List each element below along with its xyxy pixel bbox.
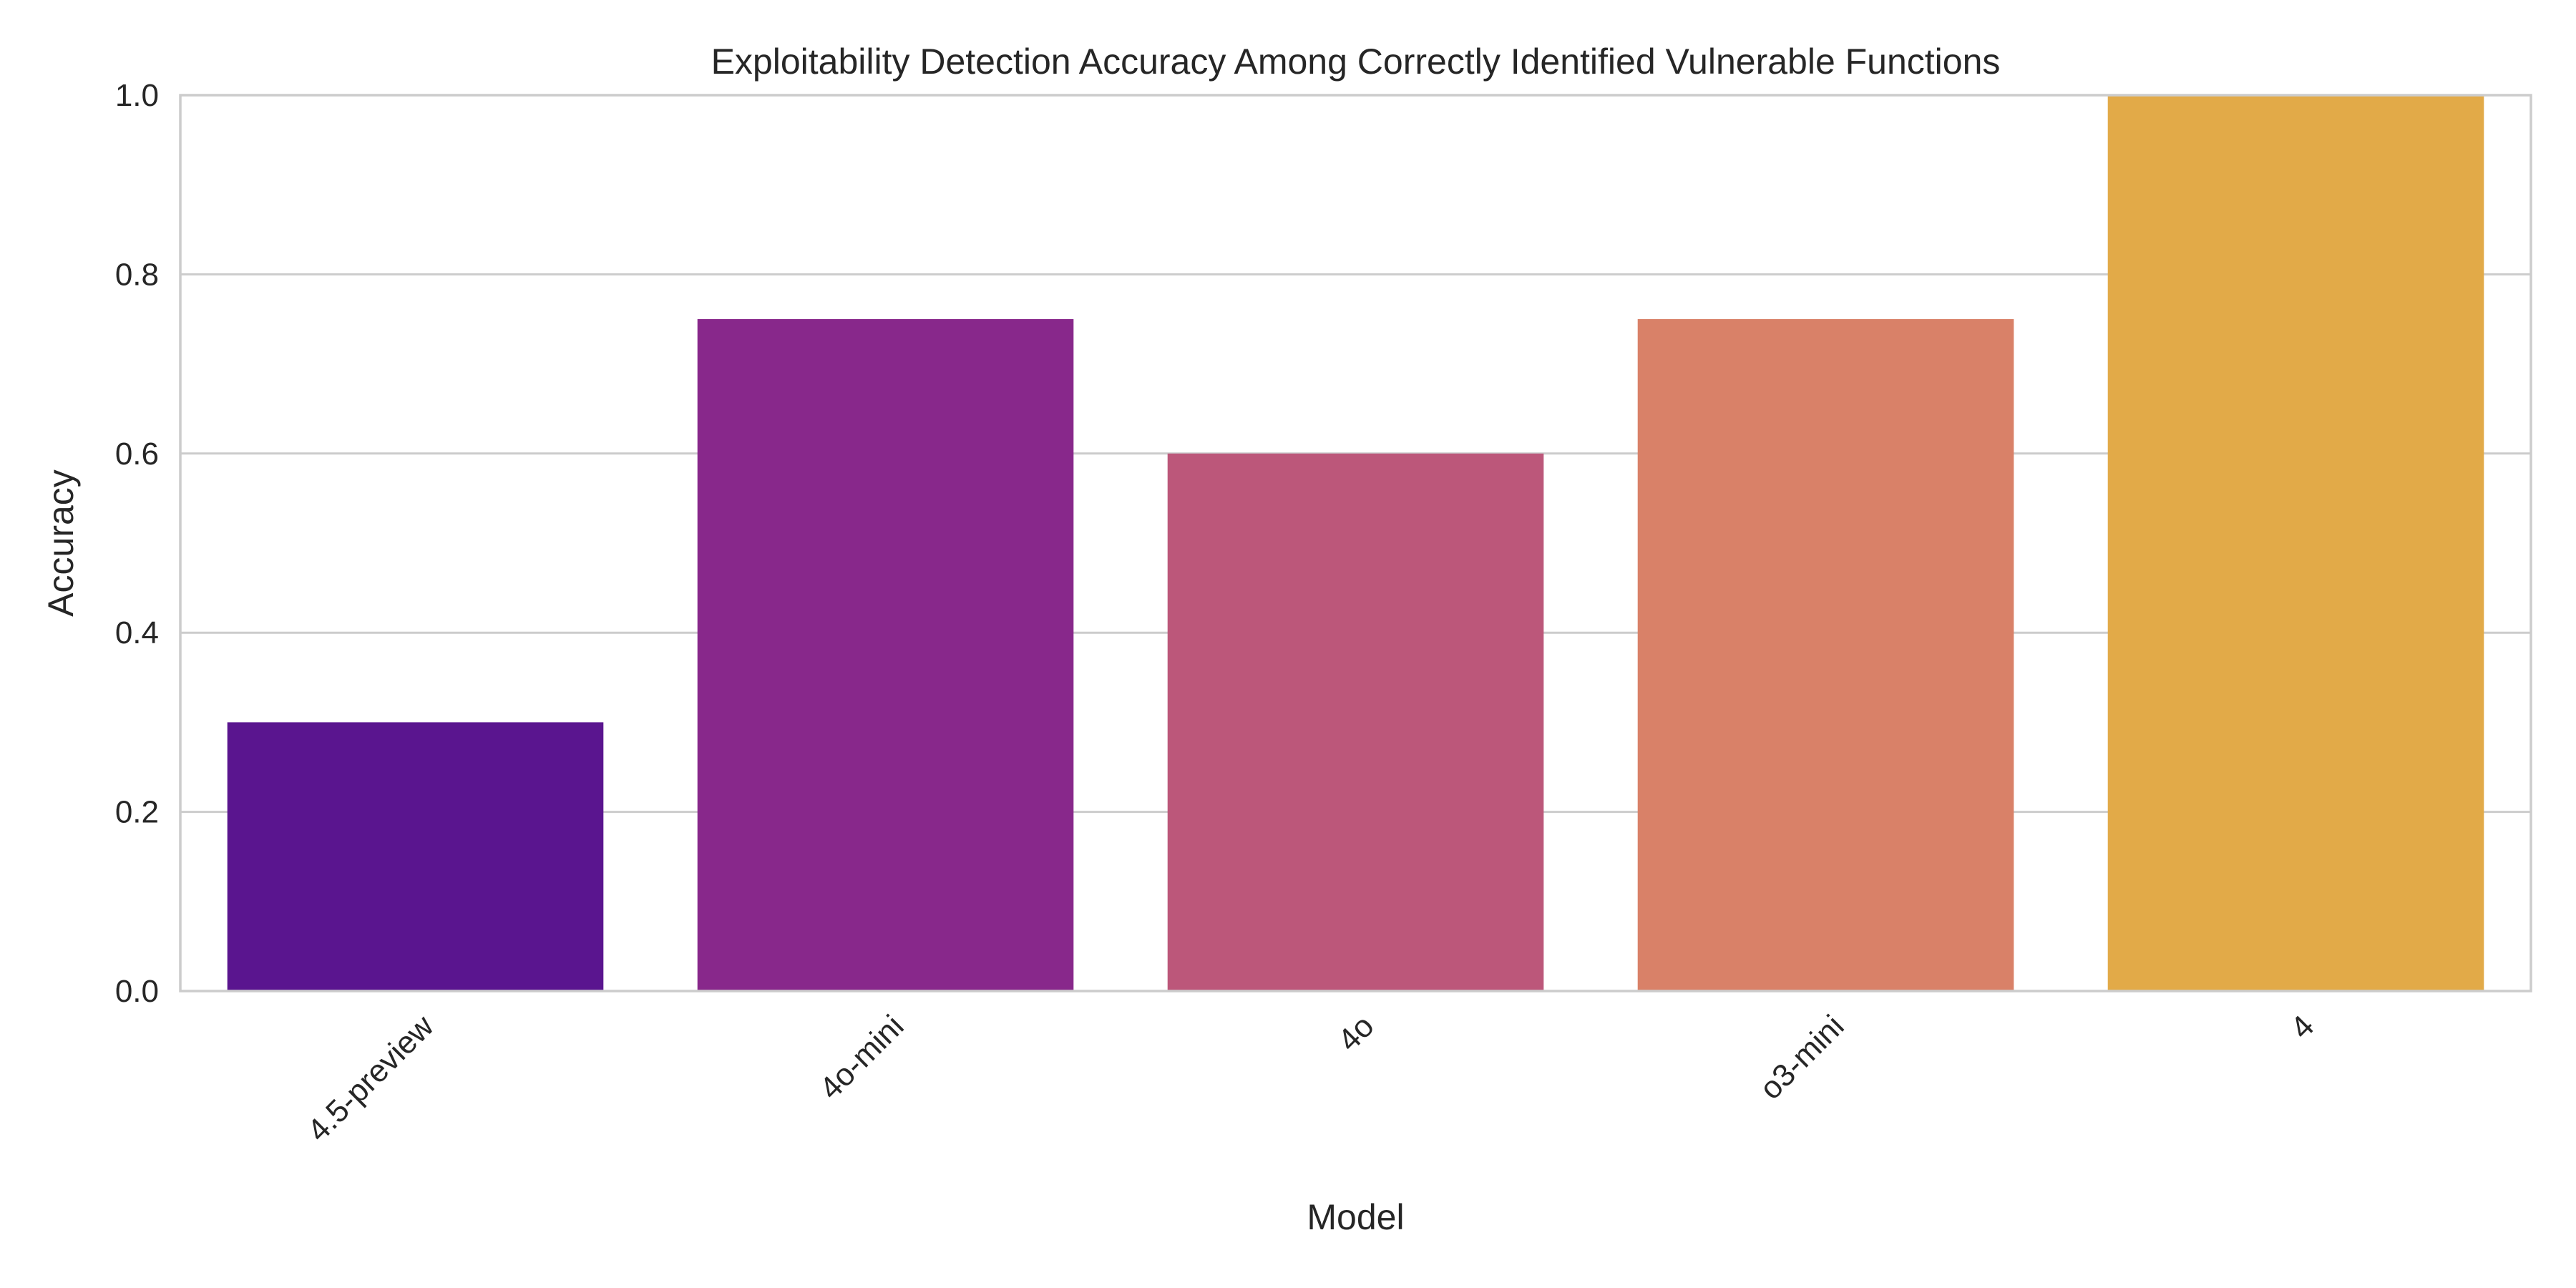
y-tick-label: 1.0	[115, 78, 159, 113]
bar-o3-mini	[1637, 319, 2014, 991]
x-tick-labels: 4.5-preview 4o-mini 4o o3-mini 4	[301, 1008, 2321, 1148]
x-tick-label: o3-mini	[1753, 1008, 1851, 1106]
x-tick-label: 4.5-preview	[301, 1008, 441, 1148]
y-tick-label: 0.6	[115, 436, 159, 472]
bar-4	[2107, 95, 2484, 991]
y-tick-label: 0.8	[115, 257, 159, 292]
chart-title: Exploitability Detection Accuracy Among …	[711, 42, 2001, 82]
y-axis-label: Accuracy	[41, 469, 81, 617]
y-tick-label: 0.0	[115, 974, 159, 1009]
x-tick-label: 4o-mini	[813, 1008, 911, 1106]
x-tick-label: 4o	[1331, 1008, 1380, 1058]
y-tick-labels: 0.0 0.2 0.4 0.6 0.8 1.0	[115, 78, 159, 1009]
x-tick-label: 4	[2284, 1008, 2321, 1045]
bar-layer	[227, 95, 2484, 991]
x-axis-label: Model	[1307, 1197, 1404, 1237]
y-tick-label: 0.2	[115, 795, 159, 830]
bar-4.5-preview	[227, 722, 604, 991]
bar-4o	[1167, 453, 1544, 991]
y-tick-label: 0.4	[115, 615, 159, 650]
plot-frame	[179, 94, 2532, 992]
bar-4o-mini	[697, 319, 1074, 991]
